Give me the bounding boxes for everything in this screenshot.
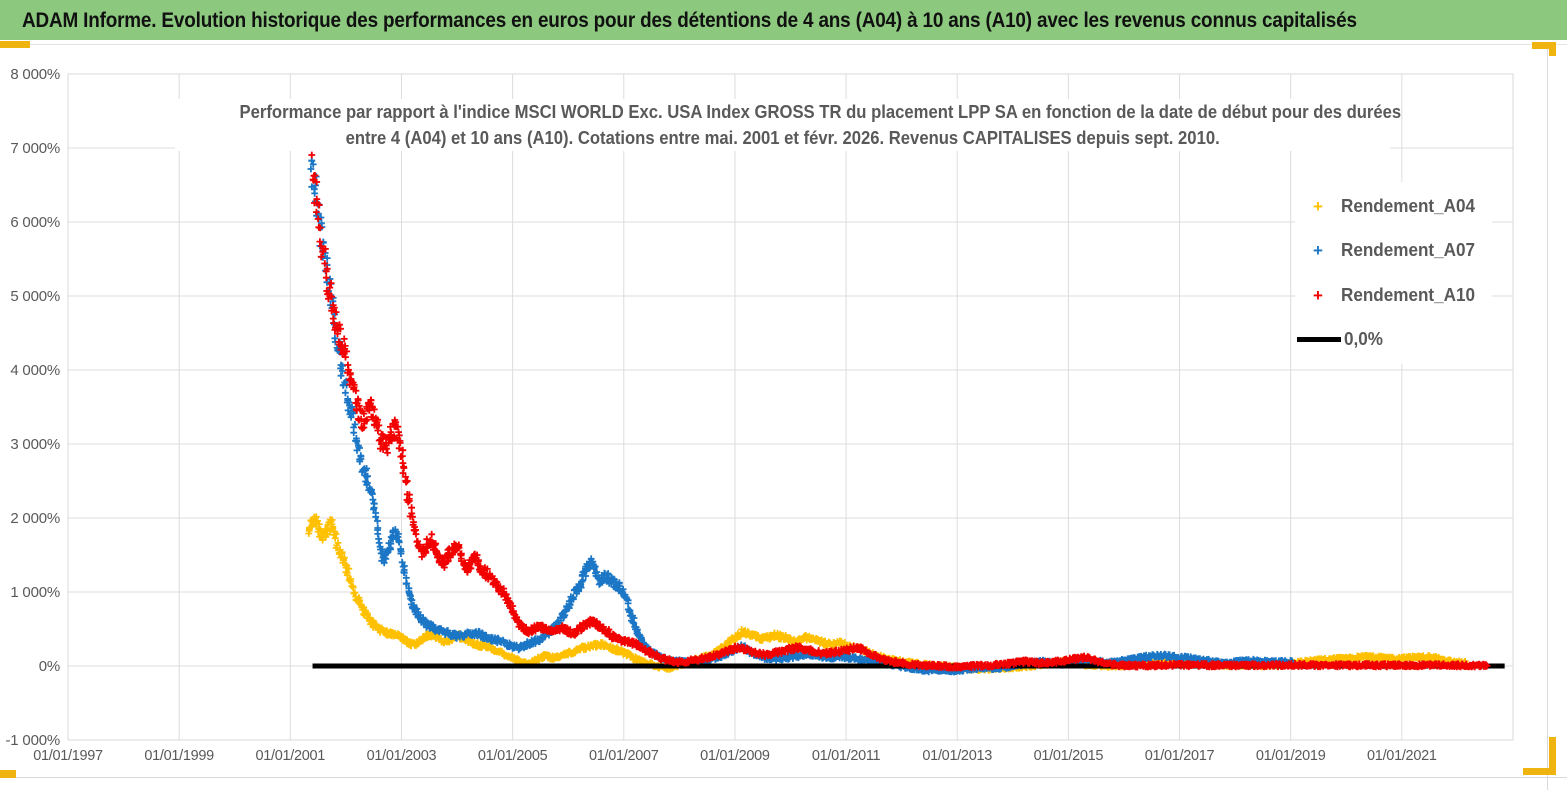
x-axis-tick-label: 01/01/2021 (1367, 748, 1437, 764)
chart-title-line2: entre 4 (A04) et 10 ans (A10). Cotations… (345, 127, 1220, 148)
report-title-bar: ADAM Informe. Evolution historique des p… (0, 0, 1567, 40)
selection-bracket-top-right (1549, 42, 1556, 56)
y-axis-tick-label: 0% (38, 658, 60, 675)
plus-marker-icon: + (1313, 285, 1323, 305)
plot-area[interactable] (0, 45, 1567, 777)
legend-label: Rendement_A07 (1341, 240, 1475, 261)
legend-item-rendement-a04[interactable]: + Rendement_A04 (1295, 196, 1492, 217)
legend-label: Rendement_A10 (1341, 284, 1475, 305)
x-axis-tick-label: 01/01/1997 (33, 748, 103, 764)
y-axis-tick-label: 7 000% (10, 140, 60, 157)
y-axis-tick-label: 5 000% (10, 288, 60, 305)
selection-bracket-top-left (0, 41, 30, 48)
x-axis-tick-label: 01/01/2015 (1033, 748, 1104, 764)
x-axis-tick-label: 01/01/2017 (1144, 748, 1215, 764)
y-axis-tick-label: 2 000% (10, 510, 60, 527)
y-axis-tick-label: -1 000% (5, 732, 61, 749)
legend-item-zero-line[interactable]: 0,0% (1295, 329, 1492, 350)
x-axis-tick-label: 01/01/2019 (1255, 748, 1326, 764)
divider-bottom (0, 777, 1567, 778)
y-axis-tick-label: 8 000% (10, 66, 60, 83)
legend-item-rendement-a10[interactable]: + Rendement_A10 (1295, 285, 1492, 306)
y-axis-tick-label: 3 000% (10, 436, 60, 453)
x-axis-tick-label: 01/01/2001 (255, 748, 326, 764)
report-title: ADAM Informe. Evolution historique des p… (22, 7, 1357, 32)
series-scatter-rendement_a04 (305, 513, 1469, 674)
x-axis-tick-label: 01/01/2007 (588, 748, 659, 764)
selection-bracket-bottom-left (0, 770, 16, 778)
x-axis-tick-label: 01/01/1999 (144, 748, 214, 764)
x-axis-tick-label: 01/01/2013 (922, 748, 992, 764)
series-scatter-rendement_a07 (307, 157, 1296, 676)
plot-border (67, 73, 1514, 741)
x-axis-tick-label: 01/01/2003 (366, 748, 437, 764)
selection-bracket-top-right (1532, 42, 1556, 49)
y-axis-tick-label: 4 000% (10, 362, 60, 379)
line-swatch-icon (1297, 337, 1341, 343)
divider-right (1547, 44, 1548, 790)
performance-chart[interactable]: Performance par rapport à l'indice MSCI … (0, 45, 1547, 777)
chart-legend: + Rendement_A04 + Rendement_A07 + Rendem… (1295, 182, 1492, 364)
chart-title: Performance par rapport à l'indice MSCI … (175, 99, 1401, 151)
y-axis-tick-label: 1 000% (10, 584, 60, 601)
plus-marker-icon: + (1313, 196, 1323, 216)
selection-bracket-bottom-right (1549, 737, 1556, 775)
selection-bracket-bottom-right (1523, 768, 1556, 775)
x-axis-tick-label: 01/01/2009 (700, 748, 770, 764)
legend-label: 0,0% (1344, 329, 1383, 350)
legend-label: Rendement_A04 (1341, 195, 1475, 216)
divider-top (0, 44, 1567, 45)
x-axis-tick-label: 01/01/2005 (477, 748, 548, 764)
legend-item-rendement-a07[interactable]: + Rendement_A07 (1295, 240, 1492, 261)
series-scatter-rendement_a10 (308, 151, 1491, 672)
x-axis-tick-label: 01/01/2011 (811, 748, 881, 764)
chart-title-line1: Performance par rapport à l'indice MSCI … (239, 101, 1402, 122)
y-axis-tick-label: 6 000% (10, 214, 60, 231)
plus-marker-icon: + (1313, 241, 1323, 261)
